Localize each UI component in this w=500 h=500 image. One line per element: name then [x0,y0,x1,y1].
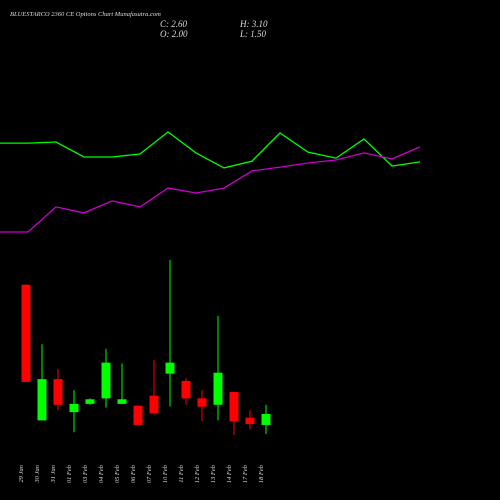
candle-body [53,379,63,405]
x-tick-label: 31 Jan [50,465,57,484]
candle-body [197,398,207,407]
candle-body [213,372,223,405]
candle-body [229,391,239,422]
ohlc-label: O: 2.00 [160,29,188,39]
x-tick-label: 17 Feb [242,464,249,483]
x-tick-label: 03 Feb [82,464,89,483]
candle-body [101,362,111,399]
candle-body [117,399,127,404]
x-tick-label: 07 Feb [146,464,153,483]
x-tick-label: 01 Feb [66,464,73,483]
x-tick-label: 10 Feb [162,464,169,483]
chart-title: BLUESTARCO 2360 CE Options Chart Munafas… [10,11,161,18]
x-tick-label: 06 Feb [130,464,137,483]
candle-body [85,399,95,404]
indicator-line [0,146,421,233]
candle-body [245,417,255,425]
candle-body [69,403,79,413]
candle-body [181,380,191,399]
candle-body [149,395,159,414]
x-tick-label: 12 Feb [194,464,201,483]
candle-body [21,284,31,382]
x-tick-label: 18 Feb [258,464,265,483]
ohlc-label: L: 1.50 [239,29,267,39]
candle-body [133,405,143,425]
x-tick-label: 13 Feb [210,464,217,483]
candle-body [261,413,271,425]
x-tick-label: 11 Feb [178,464,185,482]
ohlc-label: H: 3.10 [239,19,268,29]
indicator-line [0,131,421,169]
x-tick-label: 05 Feb [114,464,121,483]
x-tick-label: 30 Jan [34,465,41,484]
candle-body [37,379,47,421]
ohlc-label: C: 2.60 [160,19,188,29]
candle-body [165,362,175,374]
x-tick-label: 29 Jan [18,465,25,483]
x-tick-label: 14 Feb [226,464,233,483]
x-tick-label: 04 Feb [98,464,105,483]
